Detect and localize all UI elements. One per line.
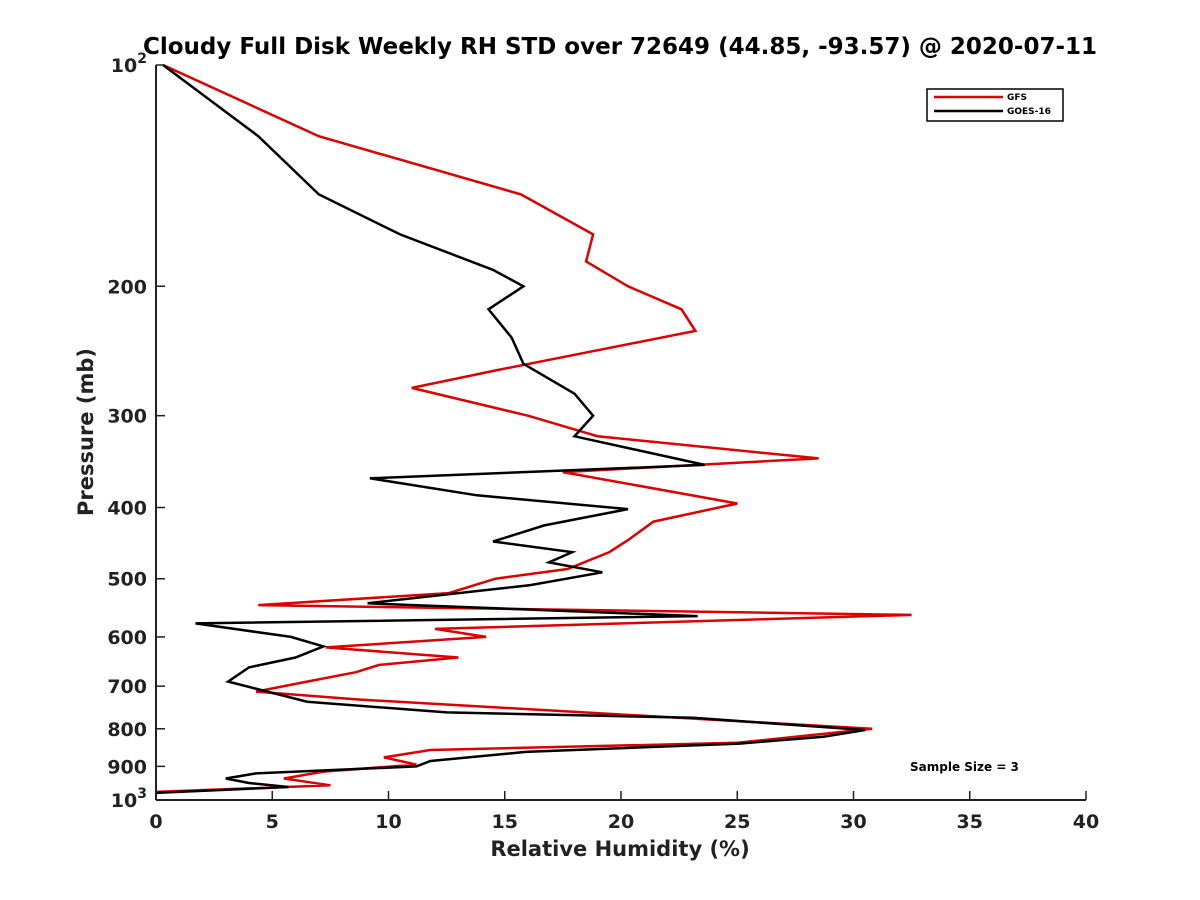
series-line-gfs xyxy=(155,63,912,794)
legend: GFS GOES-16 xyxy=(926,88,1064,122)
legend-box xyxy=(926,88,1064,122)
y-ticks: 102 200 300 400 500 600 700 800 900 103 xyxy=(107,51,165,812)
y-tick-label: 500 xyxy=(107,569,147,591)
x-tick-label: 10 xyxy=(375,811,401,833)
x-axis-label: Relative Humidity (%) xyxy=(490,837,749,861)
series-layer xyxy=(155,63,912,795)
x-tick-label: 0 xyxy=(149,811,162,833)
y-axis-label: Pressure (mb) xyxy=(74,348,98,516)
legend-label-goes-16: GOES-16 xyxy=(1007,107,1051,117)
y-tick-label: 800 xyxy=(107,719,147,741)
sample-size-annotation: Sample Size = 3 xyxy=(910,760,1019,774)
x-tick-label: 40 xyxy=(1073,811,1099,833)
x-tick-label: 25 xyxy=(724,811,750,833)
x-ticks: 0 5 10 15 20 25 30 35 40 xyxy=(149,791,1099,833)
y-tick-label: 102 xyxy=(111,51,147,77)
y-tick-label: 600 xyxy=(107,627,147,649)
series-line-goes-16 xyxy=(155,63,866,795)
x-tick-label: 35 xyxy=(957,811,983,833)
legend-label-gfs: GFS xyxy=(1007,93,1027,103)
chart-title: Cloudy Full Disk Weekly RH STD over 7264… xyxy=(143,34,1097,60)
plot-area xyxy=(155,65,1086,801)
y-tick-label: 400 xyxy=(107,498,147,520)
y-tick-label: 700 xyxy=(107,676,147,698)
y-tick-label: 300 xyxy=(107,406,147,428)
x-tick-label: 20 xyxy=(608,811,634,833)
x-tick-label: 15 xyxy=(492,811,518,833)
y-tick-label: 200 xyxy=(107,276,147,298)
y-tick-label: 103 xyxy=(111,786,147,812)
x-tick-label: 5 xyxy=(266,811,279,833)
y-tick-label: 900 xyxy=(107,756,147,778)
x-tick-label: 30 xyxy=(840,811,866,833)
